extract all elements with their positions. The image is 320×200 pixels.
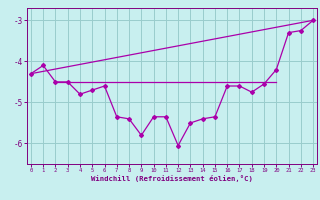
- X-axis label: Windchill (Refroidissement éolien,°C): Windchill (Refroidissement éolien,°C): [91, 175, 253, 182]
